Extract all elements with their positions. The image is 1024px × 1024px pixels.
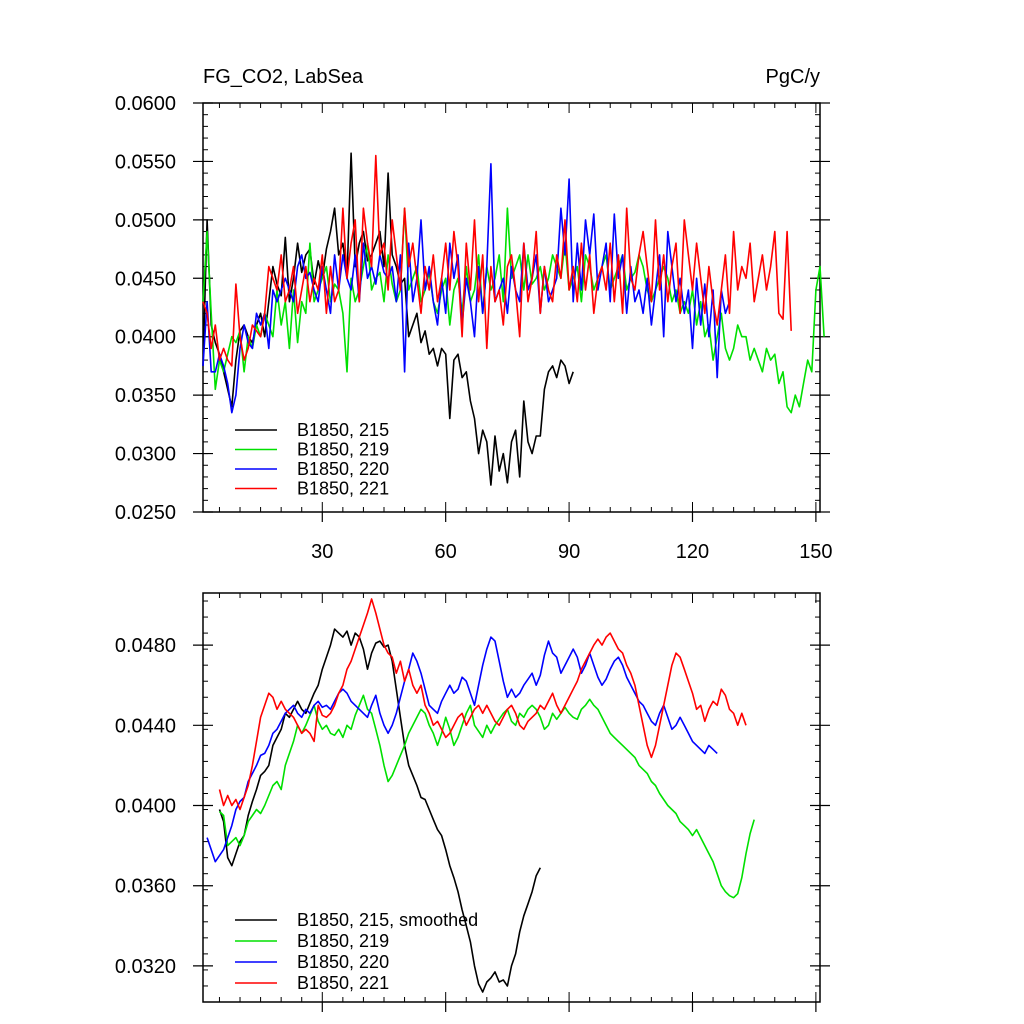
legend-label-4: B1850, 221 bbox=[297, 479, 389, 499]
y-tick-label: 0.0300 bbox=[115, 444, 176, 466]
y-tick-label: 0.0400 bbox=[115, 327, 176, 349]
series-line-3 bbox=[206, 636, 718, 863]
y-tick-label: 0.0400 bbox=[115, 796, 176, 818]
y-tick-label: 0.0440 bbox=[115, 715, 176, 737]
y-tick-label: 0.0250 bbox=[115, 502, 176, 524]
x-tick-label: 150 bbox=[799, 541, 832, 563]
legend-label-1: B1850, 215, smoothed bbox=[297, 910, 478, 930]
y-tick-label: 0.0480 bbox=[115, 635, 176, 657]
top-panel: FG_CO2, LabSea PgC/y 30 60 90 120 150 0.0250 0… bbox=[115, 66, 833, 563]
y-tick-label: 0.0450 bbox=[115, 268, 176, 290]
bottom-panel: 0.0320 0.0360 0.0400 0.0440 0.0480 B1850, 215… bbox=[115, 592, 830, 1012]
y-tick-label: 0.0360 bbox=[115, 876, 176, 898]
top-units-label: PgC/y bbox=[766, 66, 820, 88]
x-tick-label: 60 bbox=[435, 541, 457, 563]
legend-label-4: B1850, 221 bbox=[297, 973, 389, 993]
legend-label-2: B1850, 219 bbox=[297, 931, 389, 951]
bottom-plot-frame bbox=[202, 592, 821, 1003]
y-tick-label: 0.0600 bbox=[115, 93, 176, 115]
top-plot-frame bbox=[202, 102, 821, 513]
series-line-1 bbox=[202, 152, 574, 486]
x-tick-label: 30 bbox=[311, 541, 333, 563]
y-tick-label: 0.0550 bbox=[115, 151, 176, 173]
series-line-2 bbox=[218, 694, 755, 899]
y-tick-label: 0.0500 bbox=[115, 210, 176, 232]
legend-label-2: B1850, 219 bbox=[297, 440, 389, 460]
legend-label-3: B1850, 220 bbox=[297, 952, 389, 972]
top-title: FG_CO2, LabSea bbox=[203, 66, 364, 88]
legend-label-1: B1850, 215 bbox=[297, 420, 389, 440]
x-tick-label: 90 bbox=[558, 541, 580, 563]
x-tick-label: 120 bbox=[676, 541, 709, 563]
series-line-2 bbox=[202, 207, 825, 414]
series-line-4 bbox=[202, 154, 792, 367]
y-tick-label: 0.0320 bbox=[115, 956, 176, 978]
y-tick-label: 0.0350 bbox=[115, 385, 176, 407]
legend-label-3: B1850, 220 bbox=[297, 459, 389, 479]
series-line-1 bbox=[218, 628, 542, 993]
series-line-3 bbox=[202, 163, 731, 414]
series-line-4 bbox=[218, 598, 747, 811]
